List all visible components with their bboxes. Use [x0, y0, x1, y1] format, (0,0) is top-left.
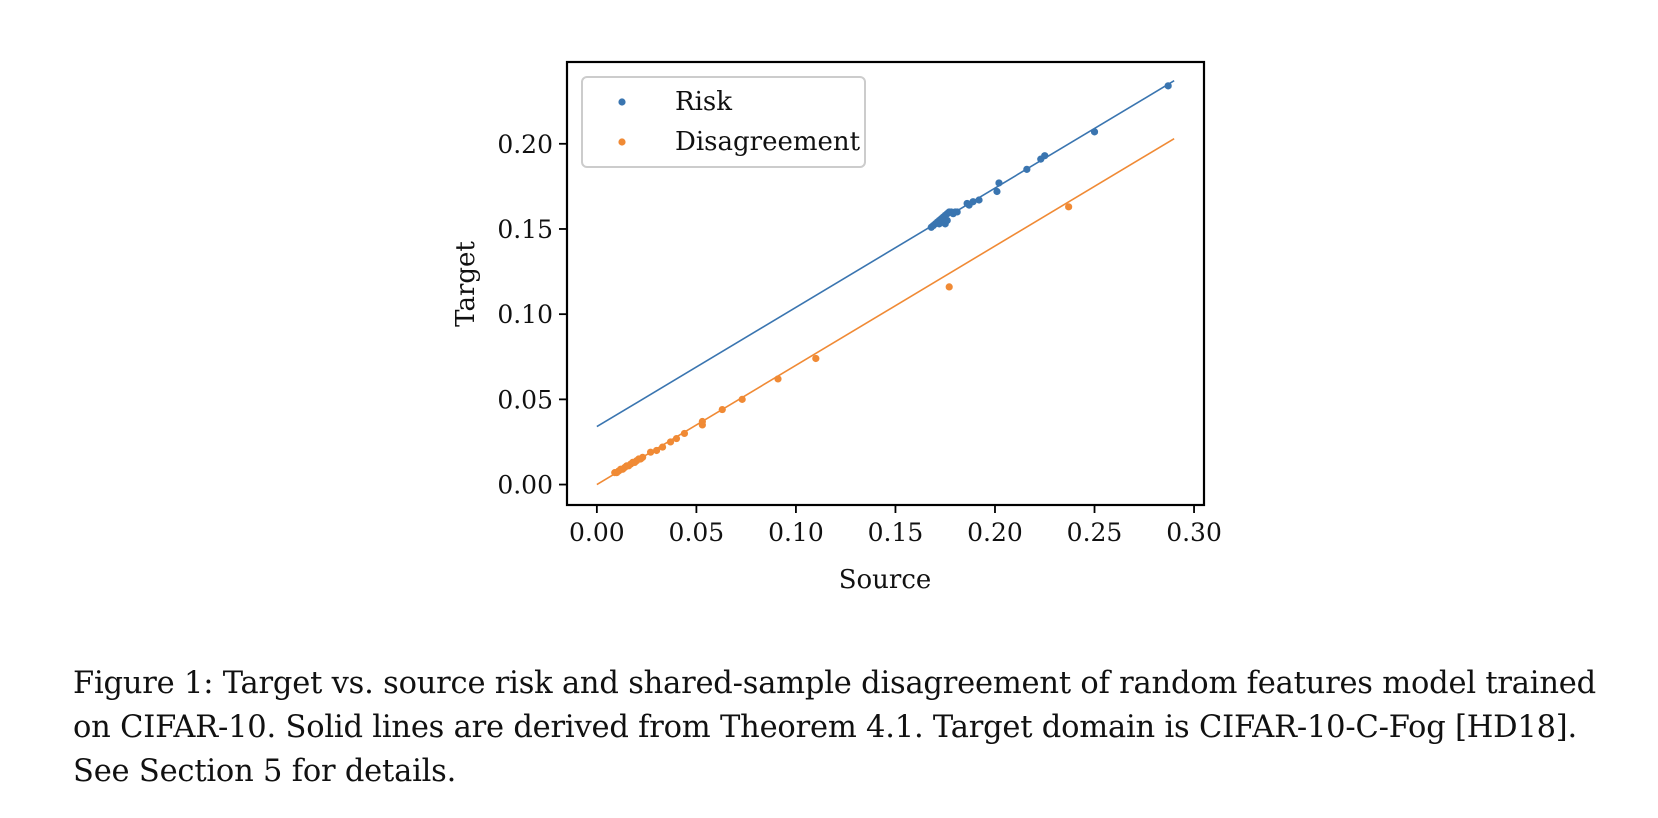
x-tick-label: 0.20: [967, 518, 1023, 547]
legend-label-disagreement: Disagreement: [675, 127, 861, 157]
data-point-risk: [1041, 152, 1049, 160]
data-point-disagreement: [680, 429, 689, 438]
data-point-disagreement: [945, 283, 953, 291]
x-axis-label: Source: [839, 565, 932, 595]
fit-lines: [596, 80, 1175, 486]
y-tick-label: 0.00: [497, 471, 553, 500]
legend-marker-disagreement: [618, 138, 626, 146]
legend: Risk Disagreement: [581, 76, 866, 168]
scatter-chart: 0.00 0.05 0.10 0.15 0.20 0.25 0.30 0.00 0.05 0.1…: [451, 60, 1222, 595]
y-ticks: 0.00 0.05 0.10 0.15 0.20: [497, 130, 567, 500]
data-point-disagreement: [639, 453, 647, 461]
data-point-disagreement: [666, 438, 675, 446]
legend-box: [581, 76, 866, 168]
x-ticks: 0.00 0.05 0.10 0.15 0.20 0.25 0.30: [569, 505, 1222, 547]
data-point-disagreement: [658, 443, 667, 451]
data-point-risk: [993, 187, 1001, 196]
data-point-risk: [1023, 165, 1031, 173]
y-axis-label: Target: [451, 241, 481, 327]
data-point-disagreement: [672, 434, 681, 443]
legend-label-risk: Risk: [675, 87, 732, 117]
x-tick-label: 0.10: [768, 518, 824, 547]
data-point-risk: [1090, 128, 1099, 136]
x-tick-label: 0.05: [669, 518, 725, 547]
y-tick-label: 0.10: [497, 300, 553, 329]
data-point-disagreement: [718, 405, 726, 414]
data-point-disagreement: [1065, 203, 1073, 211]
y-tick-label: 0.05: [497, 385, 553, 414]
legend-marker-risk: [618, 98, 626, 106]
figure-caption: Figure 1: Target vs. source risk and sha…: [73, 666, 1596, 789]
y-tick-label: 0.15: [497, 215, 553, 244]
data-point-risk: [943, 216, 951, 225]
data-point-disagreement: [647, 448, 655, 456]
data-point-risk: [969, 198, 977, 206]
data-point-disagreement: [774, 375, 782, 383]
data-point-risk: [1164, 82, 1172, 90]
data-point-disagreement: [652, 446, 661, 455]
data-point-disagreement: [738, 395, 746, 403]
x-tick-label: 0.15: [868, 518, 924, 547]
fit-line-risk: [596, 80, 1175, 428]
x-tick-label: 0.25: [1067, 518, 1123, 547]
data-point-risk: [935, 220, 943, 228]
data-point-disagreement: [812, 354, 820, 363]
data-point-risk: [995, 179, 1003, 187]
x-tick-label: 0.00: [569, 518, 625, 547]
plot-frame: [565, 60, 1206, 507]
y-tick-label: 0.20: [497, 130, 553, 159]
fit-line-disagreement: [596, 137, 1175, 486]
data-points: [611, 82, 1172, 477]
x-tick-label: 0.30: [1166, 518, 1222, 547]
axes: [565, 60, 1206, 507]
data-point-disagreement: [698, 417, 706, 426]
data-point-risk: [953, 208, 961, 216]
data-point-risk: [975, 196, 983, 204]
